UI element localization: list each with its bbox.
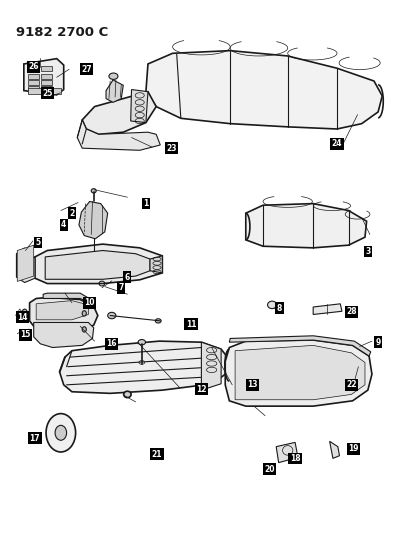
Polygon shape: [41, 80, 52, 85]
Polygon shape: [35, 244, 162, 284]
Polygon shape: [225, 340, 372, 406]
Text: 20: 20: [264, 465, 275, 473]
Polygon shape: [28, 80, 39, 85]
Polygon shape: [131, 90, 148, 123]
Polygon shape: [17, 245, 34, 281]
Text: 12: 12: [196, 385, 207, 393]
Text: 11: 11: [186, 320, 196, 328]
Text: 7: 7: [118, 284, 124, 292]
Polygon shape: [229, 336, 371, 356]
Text: 16: 16: [106, 340, 117, 348]
Polygon shape: [246, 204, 367, 248]
Text: 27: 27: [81, 65, 92, 74]
Text: 23: 23: [166, 144, 177, 152]
Polygon shape: [28, 88, 61, 94]
Text: 6: 6: [125, 273, 130, 281]
Text: 1: 1: [143, 199, 148, 208]
Polygon shape: [82, 92, 156, 134]
Text: 18: 18: [290, 454, 300, 463]
Polygon shape: [16, 248, 35, 282]
Text: 13: 13: [247, 381, 258, 389]
Polygon shape: [28, 86, 39, 92]
Text: 8: 8: [277, 304, 282, 312]
Polygon shape: [60, 341, 229, 393]
Ellipse shape: [124, 391, 131, 398]
Text: 28: 28: [346, 308, 357, 316]
Polygon shape: [28, 74, 39, 79]
Text: 9: 9: [376, 338, 381, 346]
Polygon shape: [41, 66, 52, 71]
Polygon shape: [106, 80, 123, 102]
Polygon shape: [79, 201, 108, 239]
Text: 24: 24: [332, 140, 342, 148]
Polygon shape: [30, 297, 98, 335]
Ellipse shape: [26, 329, 31, 336]
Text: 10: 10: [84, 298, 95, 307]
Polygon shape: [24, 59, 64, 95]
Text: 26: 26: [28, 62, 39, 71]
Polygon shape: [235, 345, 365, 400]
Ellipse shape: [55, 425, 67, 440]
Text: 2: 2: [69, 209, 74, 217]
Polygon shape: [146, 51, 382, 129]
Polygon shape: [330, 441, 339, 458]
Polygon shape: [41, 74, 52, 79]
Polygon shape: [34, 322, 94, 348]
Ellipse shape: [109, 73, 118, 79]
Polygon shape: [43, 293, 94, 305]
Ellipse shape: [82, 311, 86, 316]
Ellipse shape: [108, 312, 116, 319]
Text: 17: 17: [30, 434, 40, 442]
Text: 5: 5: [35, 238, 40, 247]
Polygon shape: [276, 442, 298, 463]
Text: 21: 21: [152, 450, 162, 458]
Text: 22: 22: [346, 381, 357, 389]
Ellipse shape: [138, 340, 145, 345]
Ellipse shape: [22, 309, 27, 316]
Text: 3: 3: [365, 247, 370, 256]
Ellipse shape: [268, 301, 277, 309]
Ellipse shape: [82, 327, 86, 332]
Polygon shape: [28, 66, 39, 71]
Ellipse shape: [155, 319, 161, 323]
Text: 4: 4: [61, 221, 66, 229]
Ellipse shape: [46, 414, 76, 452]
Text: 19: 19: [348, 445, 359, 453]
Text: 15: 15: [20, 330, 31, 339]
Text: 9182 2700 C: 9182 2700 C: [16, 26, 109, 38]
Polygon shape: [45, 251, 150, 279]
Polygon shape: [36, 301, 88, 320]
Text: 14: 14: [17, 313, 28, 321]
Polygon shape: [150, 256, 162, 273]
Ellipse shape: [91, 189, 96, 193]
Polygon shape: [77, 120, 160, 150]
Polygon shape: [41, 86, 52, 92]
Polygon shape: [201, 342, 221, 390]
Text: 25: 25: [42, 89, 53, 98]
Polygon shape: [313, 304, 342, 314]
